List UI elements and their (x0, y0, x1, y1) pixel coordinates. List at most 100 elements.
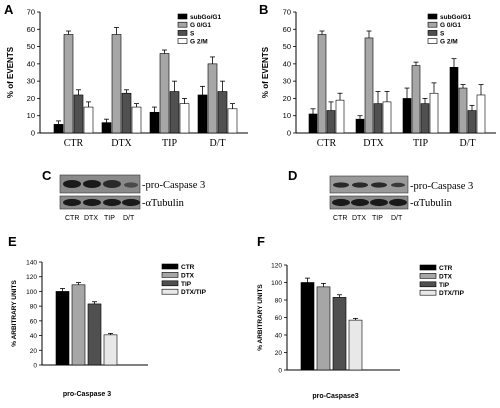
blot-d-tubulin-band (351, 198, 369, 207)
bar (53, 124, 64, 134)
y-tick-label: 100 (26, 289, 37, 296)
chart-f: 0 20 40 60 80 100 120 % ARBITRARY UNITS pro-Casp… (257, 263, 465, 401)
blot-d-lane-label: CTR (333, 215, 347, 222)
category-label: DTX (363, 138, 384, 149)
legend-swatch (177, 13, 188, 20)
blot-c-caspase-band (63, 180, 81, 188)
blot-d-control-label: -αTubulin (410, 198, 453, 209)
bar (326, 110, 336, 134)
legend-swatch (427, 21, 438, 28)
bar (217, 91, 228, 134)
bar (207, 63, 218, 134)
blot-c-lane-label: DTX (84, 215, 98, 222)
bar (449, 67, 459, 134)
blot-c-lane-label: CTR (65, 215, 79, 222)
y-tick-label: 140 (26, 260, 37, 267)
category-label: D/T (209, 138, 225, 149)
legend-swatch (419, 264, 437, 271)
bar (149, 111, 160, 134)
y-tick-label: 0 (278, 368, 282, 375)
legend-swatch (161, 280, 179, 287)
category-label: TIP (162, 138, 177, 149)
y-axis-label: % ARBITRARY UNITS (11, 280, 18, 347)
bar (227, 108, 238, 134)
legend-label: S (190, 30, 195, 37)
legend-swatch (419, 273, 437, 279)
chart-a: 0 10 20 30 40 50 60 70 % of EVENTS CTR DTX TIP D/T su… (6, 8, 248, 149)
blot-c-band-label: -pro-Caspase 3 (142, 180, 205, 191)
legend-swatch (177, 38, 188, 44)
blot-d-tubulin-band (389, 198, 407, 207)
blot-c-tubulin-band (122, 198, 140, 207)
y-tick-label: 10 (283, 111, 291, 120)
blot-d-caspase-band (352, 182, 368, 188)
chart-e: 0 20 40 60 80 100 120 140 % ARBITRARY UNITS pro-C… (11, 260, 207, 399)
y-axis-label: % of EVENTS (6, 46, 15, 98)
blot-d-lane-label: D/T (391, 215, 403, 222)
panel-letter-b: B (259, 2, 268, 17)
blot-d-tubulin-band (370, 198, 388, 207)
legend-label: DTX (181, 272, 195, 279)
bar (87, 303, 102, 366)
legend-label: TIP (439, 282, 450, 289)
category-label: CTR (64, 138, 84, 149)
y-tick-label: 70 (27, 8, 35, 17)
y-tick-label: 120 (26, 274, 37, 281)
panel-letter-a: A (4, 2, 14, 17)
bar (169, 91, 180, 134)
category-label: TIP (413, 138, 428, 149)
legend-label: G 2/M (440, 39, 458, 46)
bar (121, 92, 132, 134)
blot-c-caspase-band (103, 180, 121, 188)
bar (332, 297, 347, 371)
western-blot-d: -pro-Caspase 3 -αTubulin CTR DTX TIP D/T (329, 175, 473, 222)
legend-swatch (427, 38, 438, 44)
legend-swatch (161, 272, 179, 278)
legend-swatch (419, 289, 437, 296)
legend-label: CTR (181, 264, 195, 271)
y-tick-label: 50 (283, 42, 291, 51)
blot-d-caspase-strip (329, 175, 409, 194)
legend-swatch (161, 288, 179, 295)
blot-d-band-label: -pro-Caspase 3 (410, 181, 473, 192)
category-label: CTR (317, 138, 337, 149)
y-tick-label: 40 (27, 59, 35, 68)
legend-label: G 0/G1 (190, 22, 211, 29)
y-tick-label: 100 (271, 280, 282, 287)
legend-label: subGo/G1 (440, 14, 471, 21)
legend-label: TIP (181, 281, 192, 288)
blot-d-caspase-band (333, 182, 349, 188)
bar (73, 94, 84, 134)
panel-letter-c: C (42, 168, 52, 183)
blot-d-lane-label: DTX (352, 215, 366, 222)
y-tick-label: 0 (31, 129, 35, 138)
y-tick-label: 60 (275, 315, 283, 322)
bar (467, 110, 477, 134)
blot-c-lane-label: D/T (123, 215, 135, 222)
blot-d-lane-label: TIP (372, 215, 383, 222)
legend-swatch (427, 13, 438, 20)
y-tick-label: 30 (283, 77, 291, 86)
legend-swatch (419, 281, 437, 288)
western-blot-c: -pro-Caspase 3 -αTubulin CTR DTX TIP D/T (59, 174, 205, 222)
bar (364, 37, 374, 134)
y-tick-label: 40 (283, 59, 291, 68)
bar (402, 98, 412, 134)
y-tick-label: 120 (271, 263, 282, 270)
bar (83, 106, 94, 134)
y-axis-label: % ARBITRARY UNITS (257, 284, 264, 351)
category-label: pro-Caspase3 (312, 393, 358, 400)
y-tick-label: 80 (275, 298, 283, 305)
blot-c-caspase-band (124, 182, 138, 188)
bar (101, 122, 112, 134)
blot-d-tubulin-band (332, 198, 350, 207)
y-tick-label: 10 (27, 111, 35, 120)
bar (300, 282, 315, 371)
legend-label: DTX (439, 273, 453, 280)
y-tick-label: 40 (275, 333, 283, 340)
bar (316, 286, 331, 371)
bar (355, 118, 365, 134)
category-label: pro-Caspase 3 (63, 391, 111, 398)
legend-swatch (177, 30, 188, 36)
y-tick-label: 80 (30, 304, 38, 311)
